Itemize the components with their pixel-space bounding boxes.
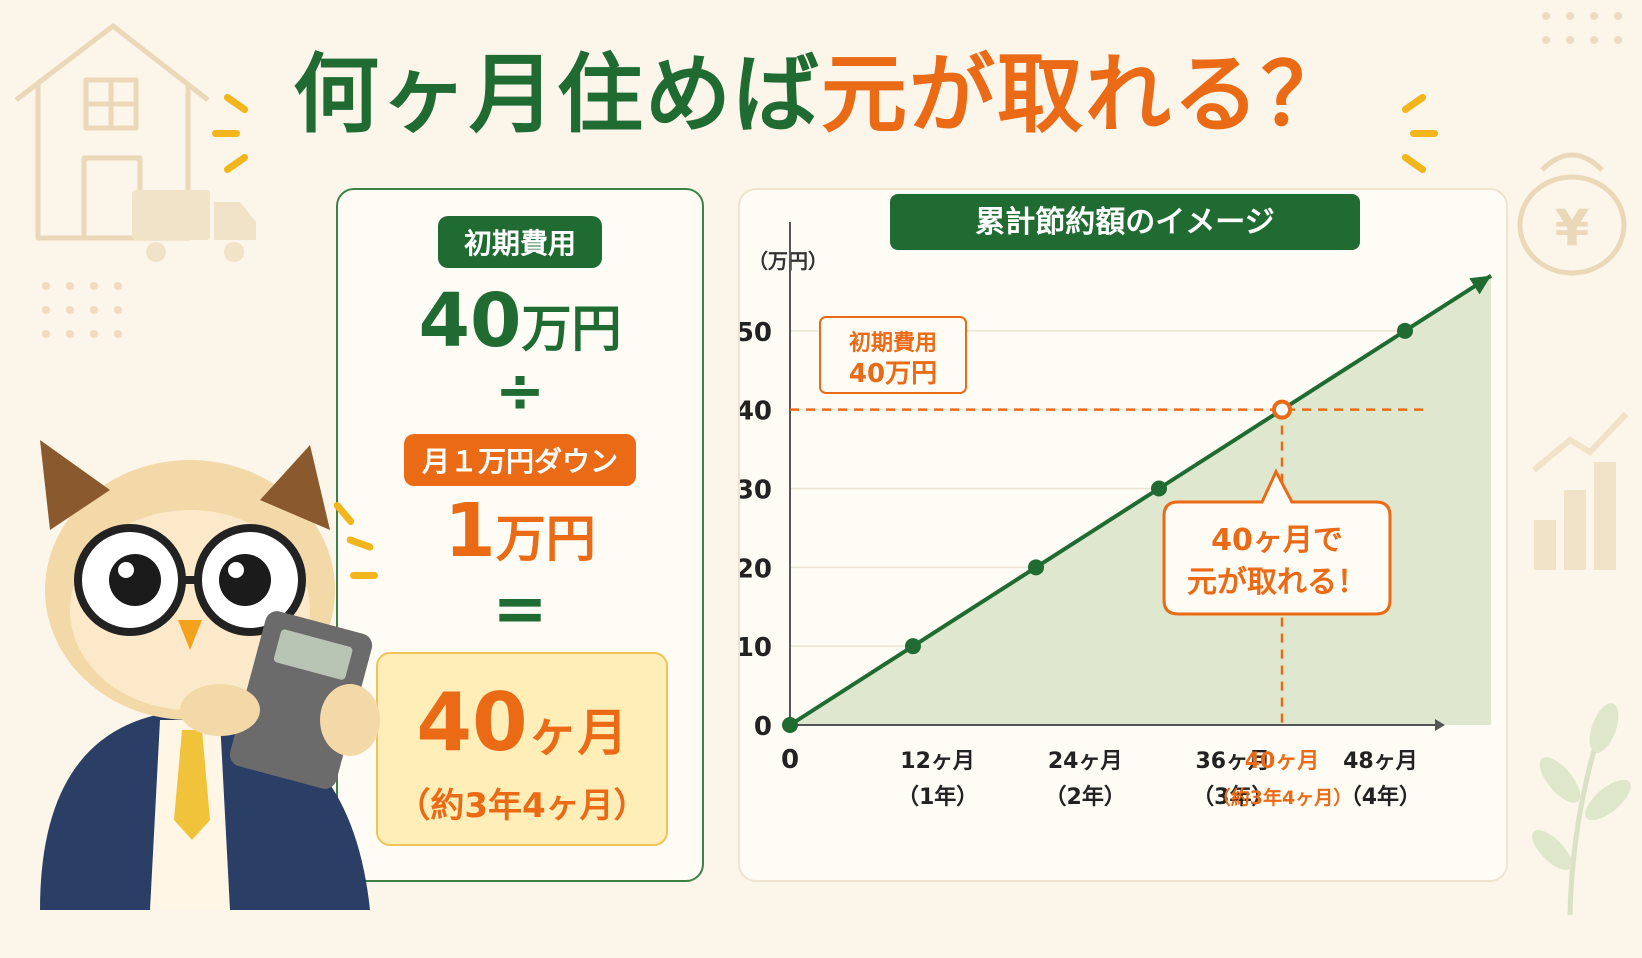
x-tick-label: 40ヶ月 [1245, 749, 1320, 774]
growth-chart-icon [1532, 411, 1629, 570]
sparkle-mark [1410, 130, 1438, 137]
sparkle-mark [1400, 152, 1428, 175]
y-tick-label: 10 [740, 633, 772, 663]
y-tick-label: 0 [754, 712, 772, 742]
result-amount: 40ヶ月 [378, 676, 666, 769]
savings-chart: 累計節約額のイメージ （万円） 0 10 20 30 40 50 初期費用 40万円 40ヶ月で元が… [740, 194, 1493, 810]
data-point [905, 638, 921, 655]
house-icon [14, 23, 210, 241]
monthly-saving-unit: 万円 [495, 510, 596, 568]
result-value: 40 [416, 676, 528, 769]
initial-cost-value: 40 [418, 278, 522, 364]
chart-title: 累計節約額のイメージ [975, 205, 1274, 240]
dots-pattern [42, 282, 122, 338]
result-box: 40ヶ月 （約3年4ヶ月） [376, 652, 668, 846]
x-tick-label: 12ヶ月 [900, 749, 975, 774]
monthly-saving-label: 月１万円ダウン [403, 434, 637, 486]
x-tick-sublabel: （2年） [1045, 784, 1126, 810]
data-point [1151, 480, 1167, 497]
x-tick-sublabel: （3年） [1192, 784, 1273, 810]
owl-glasses [74, 524, 306, 636]
leaf-branch-icon [1532, 703, 1631, 916]
threshold-label-line2: 40万円 [849, 359, 937, 389]
owl-beak [178, 620, 202, 650]
threshold-label-line1: 初期費用 [849, 330, 937, 356]
result-sub: （約3年4ヶ月） [396, 786, 648, 826]
y-tick-label: 40 [740, 397, 772, 427]
x-axis-arrow [1435, 719, 1445, 731]
divide-symbol: ÷ [494, 356, 546, 426]
x-tick-label: 0 [781, 745, 799, 775]
page-title: 何ヶ月住めば元が取れる？ [0, 40, 1642, 150]
threshold-label-box [819, 316, 967, 394]
y-tick-label: 50 [740, 318, 772, 348]
x-tick-sublabel: （約3年4ヶ月） [1212, 786, 1352, 809]
x-tick-label: 24ヶ月 [1048, 749, 1123, 774]
line-arrowhead [1469, 275, 1492, 295]
y-axis-unit: （万円） [748, 249, 828, 273]
data-point [1397, 322, 1413, 339]
calculation-panel: 初期費用 40万円 ÷ 月１万円ダウン 1万円 = 40ヶ月 （約3年4ヶ月） [336, 188, 704, 882]
sparkle-mark [212, 130, 240, 137]
data-point [1028, 559, 1044, 576]
title-part2: 元が取れる？ [821, 45, 1349, 145]
y-tick-label: 20 [740, 554, 772, 584]
callout-line2: 元が取れる！ [1187, 565, 1367, 600]
x-tick-label: 48ヶ月 [1343, 749, 1418, 774]
chart-panel: 累計節約額のイメージ （万円） 0 10 20 30 40 50 初期費用 40万円 40ヶ月で元が… [738, 188, 1508, 882]
equals-symbol: = [492, 570, 548, 647]
yen-coin-purse-icon: ¥ [1517, 152, 1627, 276]
svg-text:¥: ¥ [1555, 199, 1590, 257]
result-unit: ヶ月 [527, 704, 628, 762]
breakeven-callout [1162, 468, 1392, 616]
x-tick-label: 36ヶ月 [1195, 749, 1270, 774]
initial-cost-unit: 万円 [521, 300, 622, 358]
sparkle-mark [350, 572, 378, 579]
dots-pattern [1542, 12, 1622, 44]
callout-line1: 40ヶ月で [1211, 523, 1343, 558]
monthly-saving-value: 1 [444, 488, 496, 574]
y-tick-label: 30 [740, 476, 772, 506]
truck-icon [132, 190, 256, 262]
data-point [782, 717, 798, 733]
chart-title-badge [890, 194, 1360, 250]
x-tick-sublabel: （4年） [1340, 784, 1421, 810]
x-tick-sublabel: （1年） [897, 784, 978, 810]
initial-cost-amount: 40万円 [338, 278, 702, 364]
owl-mascot [40, 440, 380, 910]
initial-cost-label: 初期費用 [437, 216, 603, 268]
breakeven-point [1272, 399, 1292, 420]
title-part1: 何ヶ月住めば [293, 45, 821, 145]
monthly-saving-amount: 1万円 [338, 488, 702, 574]
